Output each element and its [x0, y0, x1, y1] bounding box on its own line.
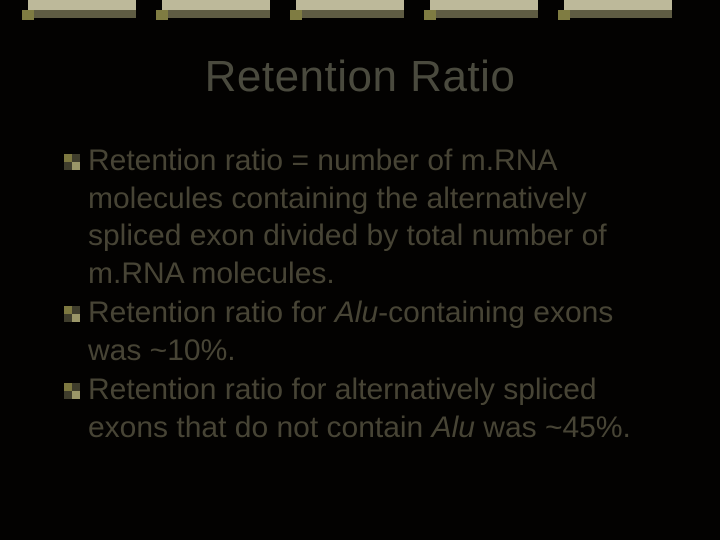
title-container: Retention Ratio [60, 52, 660, 102]
bullet-text: Retention ratio for alternatively splice… [88, 371, 670, 446]
band-segment [28, 0, 136, 20]
band-segment [564, 0, 672, 20]
bullet-item: Retention ratio for Alu-containing exons… [64, 294, 670, 369]
bullet-icon [64, 154, 80, 170]
bullet-icon [64, 306, 80, 322]
band-segment [162, 0, 270, 20]
band-segment [296, 0, 404, 20]
bullet-text: Retention ratio for Alu-containing exons… [88, 294, 670, 369]
top-decor-band [0, 0, 720, 22]
band-segment [430, 0, 538, 20]
bullet-item: Retention ratio for alternatively splice… [64, 371, 670, 446]
slide-title: Retention Ratio [60, 52, 660, 102]
bullet-icon [64, 383, 80, 399]
bullet-text: Retention ratio = number of m.RNA molecu… [88, 142, 670, 292]
body-container: Retention ratio = number of m.RNA molecu… [64, 142, 670, 448]
bullet-item: Retention ratio = number of m.RNA molecu… [64, 142, 670, 292]
